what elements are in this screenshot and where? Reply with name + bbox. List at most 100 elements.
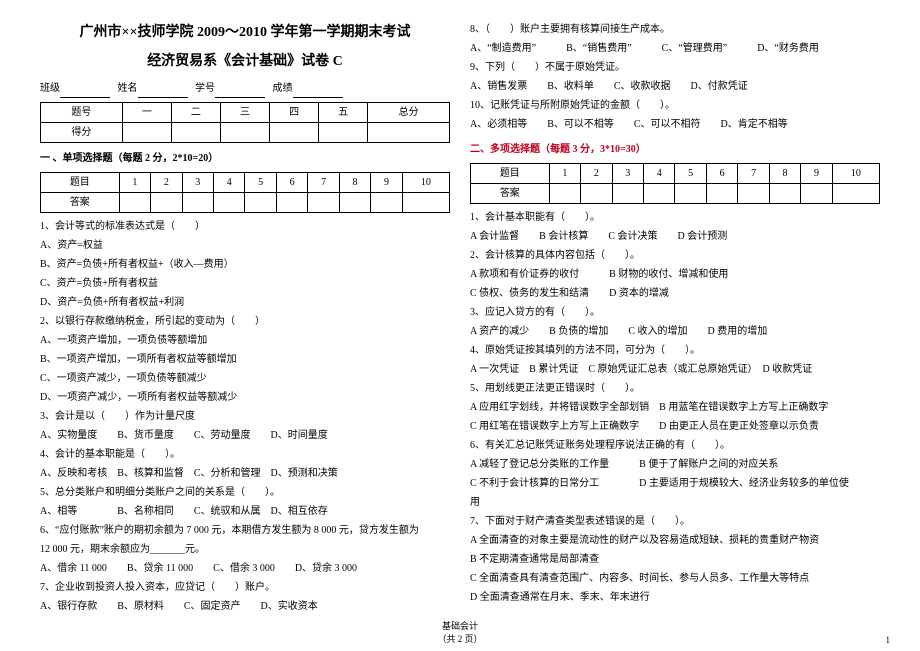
q10o: A、必须相等 B、可以不相等 C、可以不相符 D、肯定不相等	[470, 115, 880, 134]
cell: 7	[308, 173, 339, 193]
m4: 4、原始凭证按其填列的方法不同，可分为（ ）。	[470, 341, 880, 360]
cell: 4	[644, 164, 675, 184]
cell	[675, 184, 706, 204]
m5b: C 用红笔在错误数字上方写上正确数字 D 由更正人员在更正处签章以示负责	[470, 417, 880, 436]
q6o: A、借余 11 000 B、贷余 11 000 C、借余 3 000 D、贷余 …	[40, 559, 450, 578]
cell: 一	[122, 103, 171, 123]
cell: 3	[612, 164, 643, 184]
m2b: C 债权、债务的发生和结清 D 资本的增减	[470, 284, 880, 303]
cell	[245, 193, 276, 213]
cell: 4	[214, 173, 245, 193]
m1: 1、会计基本职能有（ ）。	[470, 208, 880, 227]
footer-text-1: 基础会计	[442, 621, 478, 631]
q6: 6、“应付账款”账户的期初余额为 7 000 元，本期借方发生额为 8 000 …	[40, 521, 450, 540]
q4: 4、会计的基本职能是（ ）。	[40, 445, 450, 464]
cell: 8	[769, 164, 800, 184]
cell: 五	[319, 103, 368, 123]
m6c: 用	[470, 493, 880, 512]
cell: 四	[270, 103, 319, 123]
cell	[402, 193, 449, 213]
m7b: B 不定期清查通常是局部清查	[470, 550, 880, 569]
q3o: A、实物量度 B、货币量度 C、劳动量度 D、时间量度	[40, 426, 450, 445]
sec1-title: 一 、单项选择题（每题 2 分，2*10=20）	[40, 149, 450, 168]
sec2-answer-table: 题目 1 2 3 4 5 6 7 8 9 10 答案	[470, 163, 880, 204]
student-info: 班级 姓名 学号 成绩	[40, 79, 450, 98]
m1o: A 会计监督 B 会计核算 C 会计决策 D 会计预测	[470, 227, 880, 246]
cell	[308, 193, 339, 213]
cell: 二	[171, 103, 220, 123]
cell	[270, 123, 319, 143]
q1: 1、会计等式的标准表达式是（ ）	[40, 217, 450, 236]
q2c: C、一项资产减少，一项负债等额减少	[40, 369, 450, 388]
cell: 1	[549, 164, 580, 184]
cell	[738, 184, 769, 204]
cell	[151, 193, 182, 213]
cell	[706, 184, 737, 204]
cell	[339, 193, 370, 213]
q2b: B、一项资产增加，一项所有者权益等额增加	[40, 350, 450, 369]
cell	[319, 123, 368, 143]
left-column: 广州市××技师学院 2009～2010 学年第一学期期末考试 经济贸易系《会计基…	[30, 20, 460, 631]
cell	[832, 184, 879, 204]
q1a: A、资产=权益	[40, 236, 450, 255]
cell	[581, 184, 612, 204]
cell	[119, 193, 150, 213]
cell: 答案	[471, 184, 550, 204]
m5: 5、用划线更正法更正错误时（ ）。	[470, 379, 880, 398]
title-line-1: 广州市××技师学院 2009～2010 学年第一学期期末考试	[40, 20, 450, 47]
cell	[214, 193, 245, 213]
q10: 10、记账凭证与所附原始凭证的金额（ ）。	[470, 96, 880, 115]
cell: 得分	[41, 123, 123, 143]
cell: 5	[675, 164, 706, 184]
q2d: D、一项资产减少，一项所有者权益等额减少	[40, 388, 450, 407]
cell: 2	[151, 173, 182, 193]
q7: 7、企业收到投资人投入资本，应贷记（ ）账户。	[40, 578, 450, 597]
cell: 1	[119, 173, 150, 193]
cell: 总分	[368, 103, 450, 123]
m6b: C 不利于会计核算的日常分工 D 主要适用于规模较大、经济业务较多的单位使	[470, 474, 880, 493]
q5: 5、总分类账户和明细分类账户之间的关系是（ ）。	[40, 483, 450, 502]
label-name: 姓名	[118, 83, 138, 94]
q8: 8、（ ）账户主要拥有核算间接生产成本。	[470, 20, 880, 39]
cell	[371, 193, 402, 213]
q9: 9、下列（ ）不属于原始凭证。	[470, 58, 880, 77]
cell	[276, 193, 307, 213]
cell	[182, 193, 213, 213]
q3: 3、会计是以（ ）作为计量尺度	[40, 407, 450, 426]
cell	[769, 184, 800, 204]
m3: 3、应记入贷方的有（ ）。	[470, 303, 880, 322]
footer-text-2: （共 2 页）	[437, 634, 482, 644]
q2: 2、以银行存款缴纳税金，所引起的变动为（ ）	[40, 312, 450, 331]
m7a: A 全面清查的对象主要是流动性的财产以及容易造成短缺、损耗的贵重财产物资	[470, 531, 880, 550]
cell: 7	[738, 164, 769, 184]
cell	[220, 123, 269, 143]
title-line-2: 经济贸易系《会计基础》试卷 C	[40, 49, 450, 76]
sec1-answer-table: 题目 1 2 3 4 5 6 7 8 9 10 答案	[40, 172, 450, 213]
cell	[549, 184, 580, 204]
cell: 题目	[471, 164, 550, 184]
cell: 2	[581, 164, 612, 184]
cell: 8	[339, 173, 370, 193]
cell: 3	[182, 173, 213, 193]
cell: 10	[832, 164, 879, 184]
cell	[612, 184, 643, 204]
q5o: A、相等 B、名称相同 C、统驭和从属 D、相互依存	[40, 502, 450, 521]
m5a: A 应用红字划线，并将错误数字全部划销 B 用蓝笔在错误数字上方写上正确数字	[470, 398, 880, 417]
q9o: A、销售发票 B、收料单 C、收款收据 D、付款凭证	[470, 77, 880, 96]
cell: 9	[801, 164, 832, 184]
cell	[122, 123, 171, 143]
sec2-title: 二、多项选择题（每题 3 分，3*10=30）	[470, 140, 880, 159]
cell	[368, 123, 450, 143]
score-table: 题号 一 二 三 四 五 总分 得分	[40, 102, 450, 143]
cell: 6	[276, 173, 307, 193]
q7o: A、银行存款 B、原材料 C、固定资产 D、实收资本	[40, 597, 450, 616]
cell: 10	[402, 173, 449, 193]
q1c: C、资产=负债+所有者权益	[40, 274, 450, 293]
q4o: A、反映和考核 B、核算和监督 C、分析和管理 D、预测和决策	[40, 464, 450, 483]
cell: 5	[245, 173, 276, 193]
q2a: A、一项资产增加，一项负债等额增加	[40, 331, 450, 350]
label-score: 成绩	[273, 83, 293, 94]
m7c: C 全面清查具有清查范围广、内容多、时间长、参与人员多、工作量大等特点	[470, 569, 880, 588]
m6: 6、有关汇总记账凭证账务处理程序说法正确的有（ ）。	[470, 436, 880, 455]
m3o: A 资产的减少 B 负债的增加 C 收入的增加 D 费用的增加	[470, 322, 880, 341]
